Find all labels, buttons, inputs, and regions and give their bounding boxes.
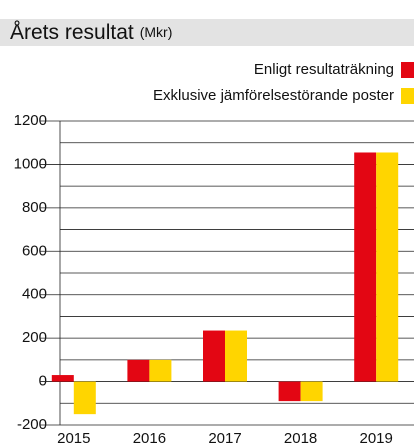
y-tick-label: 1200 — [14, 112, 47, 129]
chart-title: Årets resultat — [10, 21, 134, 44]
bar — [354, 152, 377, 382]
title-bar — [0, 19, 414, 46]
y-tick-label: 800 — [22, 199, 47, 216]
legend-swatch — [401, 88, 414, 104]
bar — [278, 381, 301, 402]
legend-label: Enligt resultaträkning — [254, 61, 394, 78]
bar — [149, 359, 172, 382]
x-tick-label: 2018 — [284, 430, 317, 447]
bar — [127, 359, 150, 382]
bar — [73, 381, 96, 415]
y-tick-label: 200 — [22, 329, 47, 346]
x-tick-label: 2017 — [208, 430, 241, 447]
x-tick-label: 2016 — [133, 430, 166, 447]
bar — [203, 330, 225, 382]
y-tick-label: 1000 — [14, 155, 47, 172]
bar — [225, 330, 247, 382]
y-tick-label: 600 — [22, 242, 47, 259]
chart-title-group: Årets resultat (Mkr) — [10, 21, 172, 44]
bar — [300, 381, 323, 402]
legend-swatch — [401, 62, 414, 78]
chart-subtitle: (Mkr) — [140, 24, 173, 40]
legend-label: Exklusive jämförelsestörande poster — [153, 87, 394, 104]
y-tick-label: 0 — [39, 373, 47, 390]
bar — [376, 152, 399, 382]
x-tick-label: 2015 — [57, 430, 90, 447]
x-tick-label: 2019 — [360, 430, 393, 447]
y-tick-label: 400 — [22, 286, 47, 303]
y-tick-label: -200 — [17, 416, 47, 433]
bar — [51, 375, 74, 382]
